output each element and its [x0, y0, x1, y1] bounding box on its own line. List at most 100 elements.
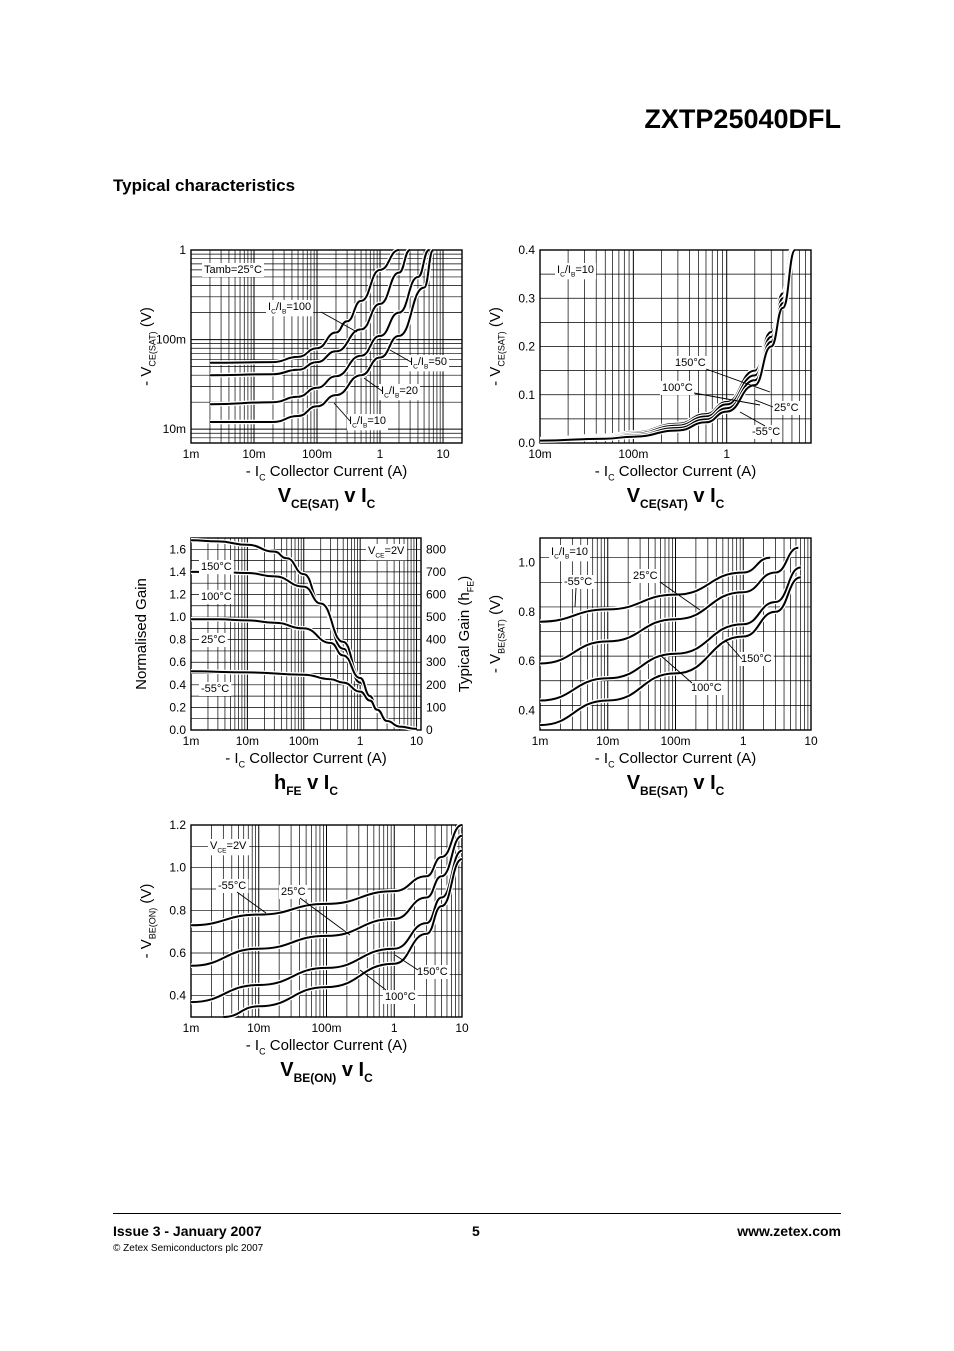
series-label-icib-20-part: /I — [389, 385, 395, 397]
y-axis-label: - VCE(SAT)​ (V) — [138, 307, 158, 386]
y-axis-label-sub: BE(ON) — [148, 908, 158, 940]
y-axis-label: - VBE(ON)​ (V) — [138, 884, 158, 959]
x-axis-label-sub: C — [239, 760, 246, 770]
chart-title-sub: FE — [286, 784, 301, 798]
x-tick-label: 1m — [183, 447, 200, 461]
y2-tick-label: 700 — [426, 565, 446, 579]
chart-title-part: v I — [336, 1059, 364, 1081]
series-label-icib-50-sub: C — [413, 363, 418, 370]
series-label-25c-bg — [772, 401, 801, 415]
series-label-m55c: -55°C — [218, 880, 246, 892]
series-label-150c-part: 150°C — [675, 357, 706, 369]
series-line — [209, 249, 435, 424]
series-label-25c-bg — [631, 569, 660, 583]
x-tick-label: 100m — [289, 734, 319, 748]
footer-issue: Issue 3 - January 2007 — [113, 1223, 262, 1239]
x-tick-label: 10m — [528, 447, 551, 461]
chart-note-bg — [555, 263, 597, 280]
part-number-title: ZXTP25040DFL — [644, 104, 841, 134]
x-tick-label: 1 — [391, 1021, 398, 1035]
chart-title-sub: C — [367, 497, 376, 511]
series-line — [539, 546, 799, 665]
series-label-icib-50-part: I — [410, 356, 413, 368]
chart-title: VBE(ON)​ v IC​ — [280, 1059, 373, 1085]
x-axis-label: - IC​ Collector Current (A) — [246, 1037, 408, 1057]
y2-axis-label-part: Typical Gain (h — [456, 592, 473, 692]
footer-divider — [113, 1213, 841, 1214]
chart-note-bg — [549, 545, 591, 562]
chart-title-sub: BE(SAT) — [640, 784, 688, 798]
series-label-icib-10-part: /I — [357, 415, 363, 427]
y-tick-label: 0.4 — [518, 243, 535, 257]
y2-tick-label: 400 — [426, 633, 446, 647]
x-tick-label: 10m — [242, 447, 265, 461]
y-axis-label-part: (V) — [487, 307, 504, 331]
chart-vcesat-temp: 10m 100m 1 0.0 0.1 0.2 0.3 0.4 - IC​ Collector C… — [487, 243, 812, 511]
y-tick-label: 0.8 — [169, 633, 186, 647]
y-tick-label: 1.2 — [169, 818, 186, 832]
chart-title: VCE(SAT)​ v IC​ — [627, 485, 725, 511]
series-label-icib-100-bg — [266, 300, 314, 317]
series-line — [209, 249, 400, 364]
chart-title-part: v I — [302, 772, 330, 794]
chart-note-sub: B — [565, 553, 570, 560]
x-tick-label: 10m — [596, 734, 619, 748]
series-line — [539, 576, 801, 727]
series-label-100c-part: 100°C — [691, 682, 722, 694]
series-line — [539, 556, 771, 623]
chart-note-part: /I — [565, 264, 571, 276]
chart-note-bg — [366, 544, 408, 561]
series-label-25c-bg — [199, 633, 228, 647]
chart-note-part: =10 — [575, 264, 594, 276]
annotation-leader — [359, 969, 387, 991]
chart-vbesat: 1m 10m 100m 1 10 0.4 0.6 0.8 1.0 - IC​ Collector … — [487, 537, 818, 798]
series-label-150c-bg — [199, 560, 234, 574]
x-tick-label: 10m — [247, 1021, 270, 1035]
series-label-100c: 100°C — [385, 991, 416, 1003]
y-axis-label-sub: BE(SAT) — [497, 619, 507, 654]
y-tick-label: 1.4 — [169, 565, 186, 579]
chart-hfe: 1m 10m 100m 1 10 0.0 0.2 0.4 0.6 0.8 1.0 1.2 1.4 1.6 0… — [133, 537, 476, 798]
chart-title-part: v I — [688, 772, 716, 794]
y2-tick-label: 200 — [426, 678, 446, 692]
x-axis-label-sub: C — [608, 760, 615, 770]
series-label-25c: 25°C — [774, 402, 799, 414]
x-tick-label: 100m — [618, 447, 648, 461]
y2-axis-label-sub: FE — [466, 581, 476, 593]
y-tick-label: 0.4 — [169, 678, 186, 692]
series-label-100c-part: 100°C — [662, 382, 693, 394]
series-label-100c: 100°C — [201, 591, 232, 603]
y-tick-label: 0.4 — [169, 989, 186, 1003]
chart-title-part: V — [280, 1059, 294, 1081]
series-label-100c-bg — [689, 681, 724, 695]
series-line — [209, 249, 430, 406]
series-line — [209, 249, 411, 377]
x-tick-label: 100m — [660, 734, 690, 748]
series-label-150c: 150°C — [201, 561, 232, 573]
x-axis-label-part: - I — [246, 1037, 259, 1054]
series-line — [539, 249, 797, 442]
y-tick-label: 1.0 — [518, 556, 535, 570]
y2-axis-label: Typical Gain (hFE​) — [456, 576, 476, 693]
x-axis-label-part: - I — [225, 750, 238, 767]
y-tick-label: 1 — [179, 243, 186, 257]
chart-note-part: I — [551, 546, 554, 558]
y-tick-label: 0.4 — [518, 703, 535, 717]
annotation-leader — [389, 349, 412, 363]
annotation-leader — [754, 399, 774, 408]
x-tick-label: 10 — [455, 1021, 469, 1035]
chart-note-part: Tamb=25°C — [204, 264, 262, 276]
grid — [539, 538, 812, 731]
y-axis-label-sub: CE(SAT) — [148, 331, 158, 366]
series-label-m55c-bg — [199, 682, 232, 696]
series-label-m55c: -55°C — [752, 426, 780, 438]
chart-note-part: =2V — [385, 545, 406, 557]
series-label-m55c-part: -55°C — [201, 683, 229, 695]
x-axis-label: - IC​ Collector Current (A) — [225, 750, 387, 770]
series-line — [539, 566, 801, 702]
chart-note: VCE​=2V — [368, 545, 405, 559]
series-label-100c-bg — [660, 381, 695, 395]
x-axis-label-sub: C — [259, 1047, 266, 1057]
series-label-25c: 25°C — [201, 634, 226, 646]
series-label-150c-bg — [673, 356, 708, 370]
